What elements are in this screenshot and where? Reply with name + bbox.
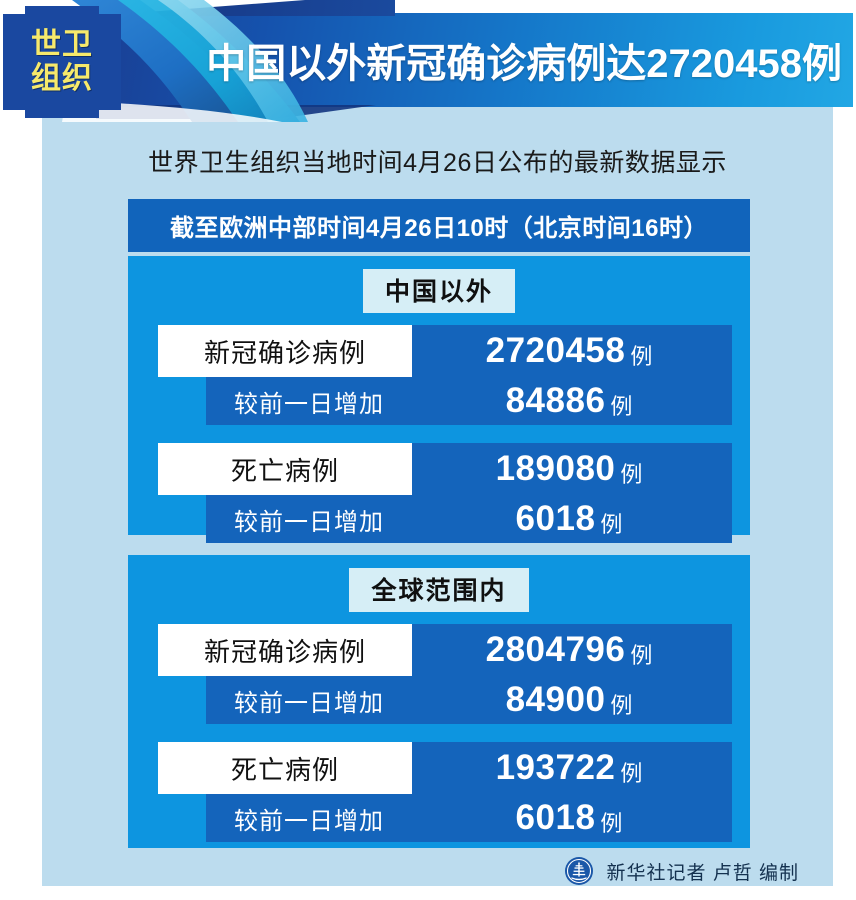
row-label: 新冠确诊病例 <box>158 325 412 377</box>
row-label: 死亡病例 <box>158 742 412 794</box>
row-label: 较前一日增加 <box>234 508 384 536</box>
row-value: 6018 例 <box>412 495 732 543</box>
header: 中国以外新冠确诊病例达2720458例 世卫 组织 <box>0 0 856 122</box>
row-number: 189080 <box>495 449 616 488</box>
who-badge: 世卫 组织 <box>3 6 121 118</box>
table-row-sub: 较前一日增加 6018 例 <box>206 794 732 842</box>
row-value: 189080 例 <box>412 443 732 495</box>
data-panel-outside-china: 中国以外 新冠确诊病例 2720458 例 较前一日增加 84886 例 死亡病… <box>128 256 750 543</box>
row-unit: 例 <box>610 394 633 419</box>
footer-credit: 新华社记者 卢哲 编制 <box>606 862 799 884</box>
table-row-sub: 较前一日增加 6018 例 <box>206 495 732 543</box>
row-unit: 例 <box>620 462 643 487</box>
row-value: 2804796 例 <box>412 624 732 676</box>
panel-title: 中国以外 <box>362 269 515 313</box>
table-row: 死亡病例 193722 例 <box>158 742 732 794</box>
data-group: 死亡病例 189080 例 较前一日增加 6018 例 <box>128 443 750 543</box>
xinhua-seal-icon <box>564 856 594 886</box>
panel-title: 全球范围内 <box>349 568 529 612</box>
who-badge-line-2: 组织 <box>31 62 93 95</box>
table-row: 新冠确诊病例 2804796 例 <box>158 624 732 676</box>
row-label: 新冠确诊病例 <box>158 624 412 676</box>
row-number: 193722 <box>495 748 616 787</box>
row-value: 84886 例 <box>412 377 732 425</box>
row-number: 84900 <box>505 680 606 719</box>
data-panel-global: 全球范围内 新冠确诊病例 2804796 例 较前一日增加 84900 例 死亡… <box>128 555 750 848</box>
row-number: 84886 <box>505 381 606 420</box>
footer: 新华社记者 卢哲 编制 <box>42 856 833 886</box>
table-row-sub: 较前一日增加 84900 例 <box>206 676 732 724</box>
date-banner: 截至欧洲中部时间4月26日10时（北京时间16时） <box>128 199 750 252</box>
row-value: 193722 例 <box>412 742 732 794</box>
row-label: 较前一日增加 <box>234 390 384 418</box>
row-unit: 例 <box>620 761 643 786</box>
who-badge-line-1: 世卫 <box>31 28 93 62</box>
row-value: 84900 例 <box>412 676 732 724</box>
row-number: 6018 <box>515 499 596 538</box>
row-unit: 例 <box>600 811 623 836</box>
subtitle: 世界卫生组织当地时间4月26日公布的最新数据显示 <box>148 149 727 177</box>
data-group: 新冠确诊病例 2804796 例 较前一日增加 84900 例 <box>128 624 750 724</box>
row-label: 死亡病例 <box>158 443 412 495</box>
row-unit: 例 <box>600 512 623 537</box>
table-row-sub: 较前一日增加 84886 例 <box>206 377 732 425</box>
row-value: 6018 例 <box>412 794 732 842</box>
row-unit: 例 <box>610 693 633 718</box>
row-unit: 例 <box>630 643 653 668</box>
row-value: 2720458 例 <box>412 325 732 377</box>
row-label: 较前一日增加 <box>234 689 384 717</box>
row-number: 2804796 <box>485 630 626 669</box>
row-number: 2720458 <box>485 331 626 370</box>
page-title: 中国以外新冠确诊病例达2720458例 <box>206 42 842 86</box>
data-group: 新冠确诊病例 2720458 例 较前一日增加 84886 例 <box>128 325 750 425</box>
data-group: 死亡病例 193722 例 较前一日增加 6018 例 <box>128 742 750 842</box>
row-unit: 例 <box>630 344 653 369</box>
table-row: 死亡病例 189080 例 <box>158 443 732 495</box>
row-number: 6018 <box>515 798 596 837</box>
table-row: 新冠确诊病例 2720458 例 <box>158 325 732 377</box>
row-label: 较前一日增加 <box>234 807 384 835</box>
